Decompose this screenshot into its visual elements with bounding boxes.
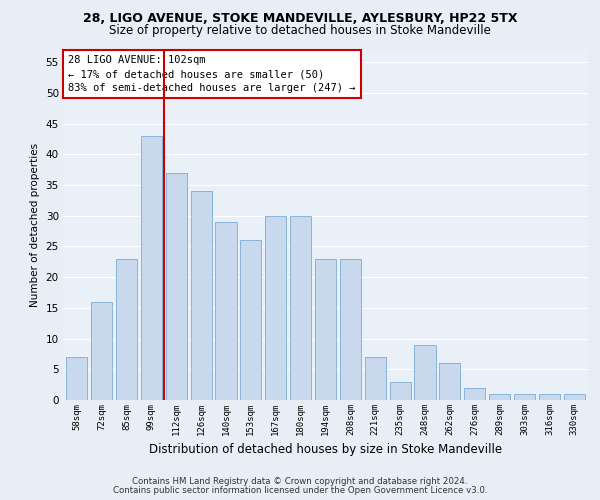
Bar [389, 382, 411, 400]
Text: Contains HM Land Registry data © Crown copyright and database right 2024.: Contains HM Land Registry data © Crown c… [132, 477, 468, 486]
Y-axis label: Number of detached properties: Number of detached properties [30, 143, 40, 307]
Bar [439, 363, 460, 400]
Bar [365, 357, 386, 400]
Bar [539, 394, 560, 400]
Bar [116, 259, 137, 400]
Bar [315, 259, 336, 400]
Text: Size of property relative to detached houses in Stoke Mandeville: Size of property relative to detached ho… [109, 24, 491, 37]
Text: 28 LIGO AVENUE: 102sqm
← 17% of detached houses are smaller (50)
83% of semi-det: 28 LIGO AVENUE: 102sqm ← 17% of detached… [68, 56, 356, 94]
Bar [166, 173, 187, 400]
Bar [415, 344, 436, 400]
Text: 28, LIGO AVENUE, STOKE MANDEVILLE, AYLESBURY, HP22 5TX: 28, LIGO AVENUE, STOKE MANDEVILLE, AYLES… [83, 12, 517, 26]
Bar [141, 136, 162, 400]
Bar [564, 394, 585, 400]
Bar [240, 240, 262, 400]
Bar [489, 394, 510, 400]
Bar [191, 191, 212, 400]
Bar [514, 394, 535, 400]
Bar [290, 216, 311, 400]
Bar [464, 388, 485, 400]
Bar [91, 302, 112, 400]
Bar [215, 222, 236, 400]
Bar [265, 216, 286, 400]
Text: Contains public sector information licensed under the Open Government Licence v3: Contains public sector information licen… [113, 486, 487, 495]
X-axis label: Distribution of detached houses by size in Stoke Mandeville: Distribution of detached houses by size … [149, 444, 502, 456]
Bar [66, 357, 87, 400]
Bar [340, 259, 361, 400]
